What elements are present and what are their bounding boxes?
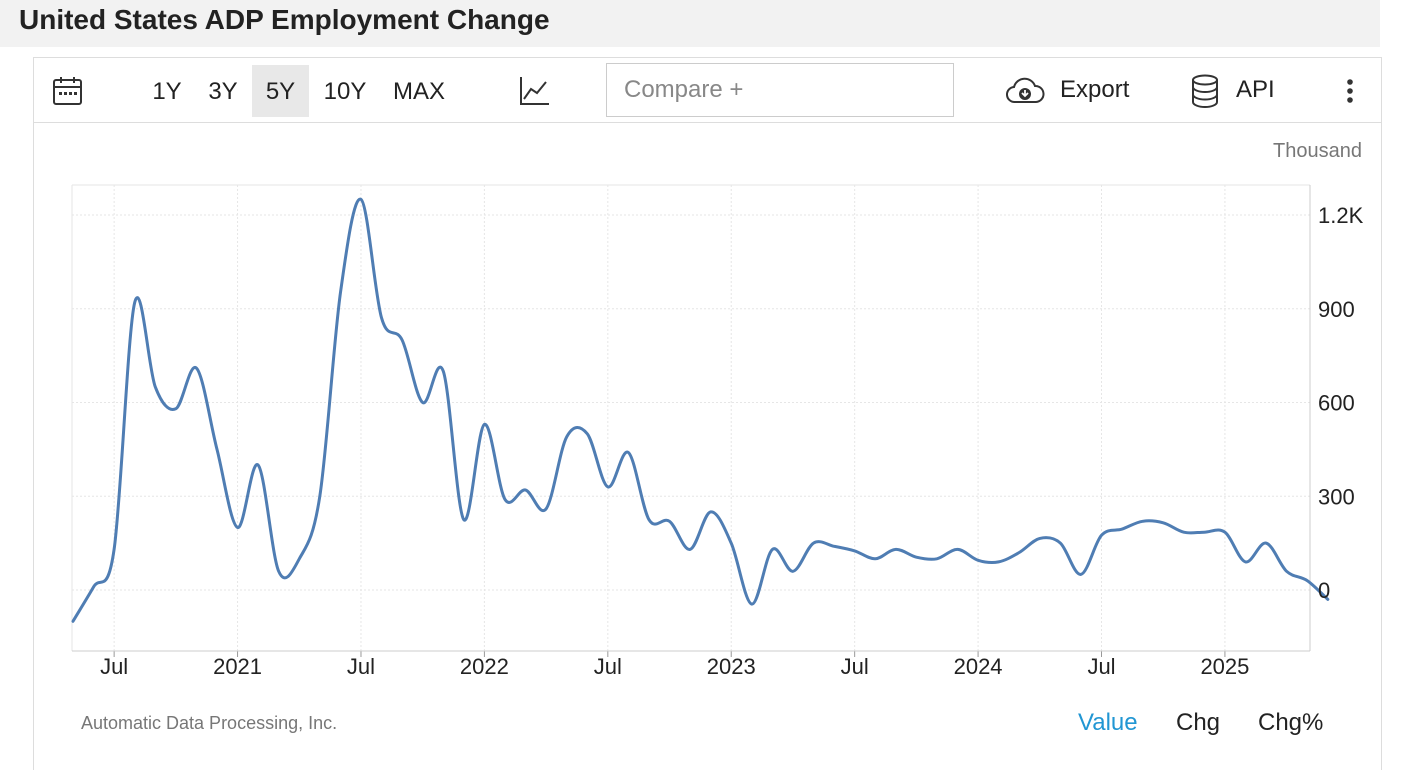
unit-label: Thousand	[1273, 140, 1362, 162]
grid-layer	[71, 184, 1310, 651]
x-tick-label: Jul	[841, 654, 869, 679]
x-tick-label: Jul	[100, 654, 128, 679]
title-bar: United States ADP Employment Change	[0, 0, 1380, 47]
range-max-button[interactable]: MAX	[392, 78, 445, 105]
range-10y-button[interactable]: 10Y	[323, 78, 367, 105]
page-title: United States ADP Employment Change	[19, 4, 550, 35]
range-3y-button[interactable]: 3Y	[208, 78, 238, 105]
source-label: Automatic Data Processing, Inc.	[81, 713, 338, 733]
y-tick-label: 300	[1318, 484, 1355, 509]
tab-value[interactable]: Value	[1078, 709, 1138, 736]
tab-chg-percent[interactable]: Chg%	[1258, 709, 1324, 736]
calendar-icon[interactable]	[52, 75, 84, 107]
series-line	[71, 197, 1330, 623]
y-tick-label: 600	[1318, 391, 1355, 416]
range-1y-button[interactable]: 1Y	[152, 78, 182, 105]
x-tick-label: Jul	[347, 654, 375, 679]
y-tick-label: 900	[1318, 297, 1355, 322]
database-icon[interactable]	[1190, 74, 1220, 109]
chart-toolbar: 1Y 3Y 5Y 10Y MAX Compare + Export API	[33, 57, 1382, 123]
x-tick-label: Jul	[594, 654, 622, 679]
x-tick-label: Jul	[1087, 654, 1115, 679]
y-tick-label: 1.2K	[1318, 203, 1364, 228]
x-tick-label: 2022	[460, 654, 509, 679]
more-vertical-icon[interactable]	[1339, 78, 1361, 104]
x-tick-label: 2021	[213, 654, 262, 679]
range-5y-button[interactable]: 5Y	[252, 65, 309, 117]
compare-placeholder: Compare +	[624, 76, 744, 103]
x-tick-label: 2024	[954, 654, 1003, 679]
label-layer: 0 300 600 900 1.2K Jul 2021 Jul 2022 Jul 2023 Jul 20…	[100, 203, 1364, 679]
export-button[interactable]: Export	[1060, 76, 1130, 103]
series-layer	[71, 197, 1330, 623]
x-tick-label: 2025	[1200, 654, 1249, 679]
tab-chg[interactable]: Chg	[1176, 709, 1221, 736]
axis-layer	[72, 185, 1311, 657]
api-button[interactable]: API	[1236, 76, 1275, 103]
cloud-download-icon[interactable]	[1004, 75, 1046, 107]
x-tick-label: 2023	[707, 654, 756, 679]
line-chart-icon[interactable]	[518, 75, 550, 107]
y-tick-label: 0	[1318, 578, 1330, 603]
compare-input[interactable]: Compare +	[606, 63, 954, 117]
